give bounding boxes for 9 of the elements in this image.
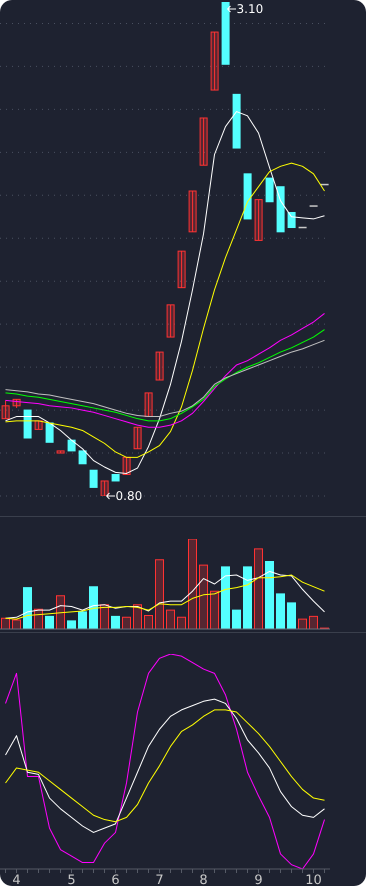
x-tick-label: 10 [305,873,322,886]
x-tick-label: 7 [155,873,164,886]
x-tick-label: 6 [111,873,120,886]
annotation: 3.10 [236,1,264,17]
annotation: 0.80 [116,488,142,504]
x-tick-label: 9 [254,873,263,886]
x-tick-label: 8 [199,873,208,886]
x-tick-label: 5 [67,873,76,886]
x-tick-label: 4 [12,873,21,886]
